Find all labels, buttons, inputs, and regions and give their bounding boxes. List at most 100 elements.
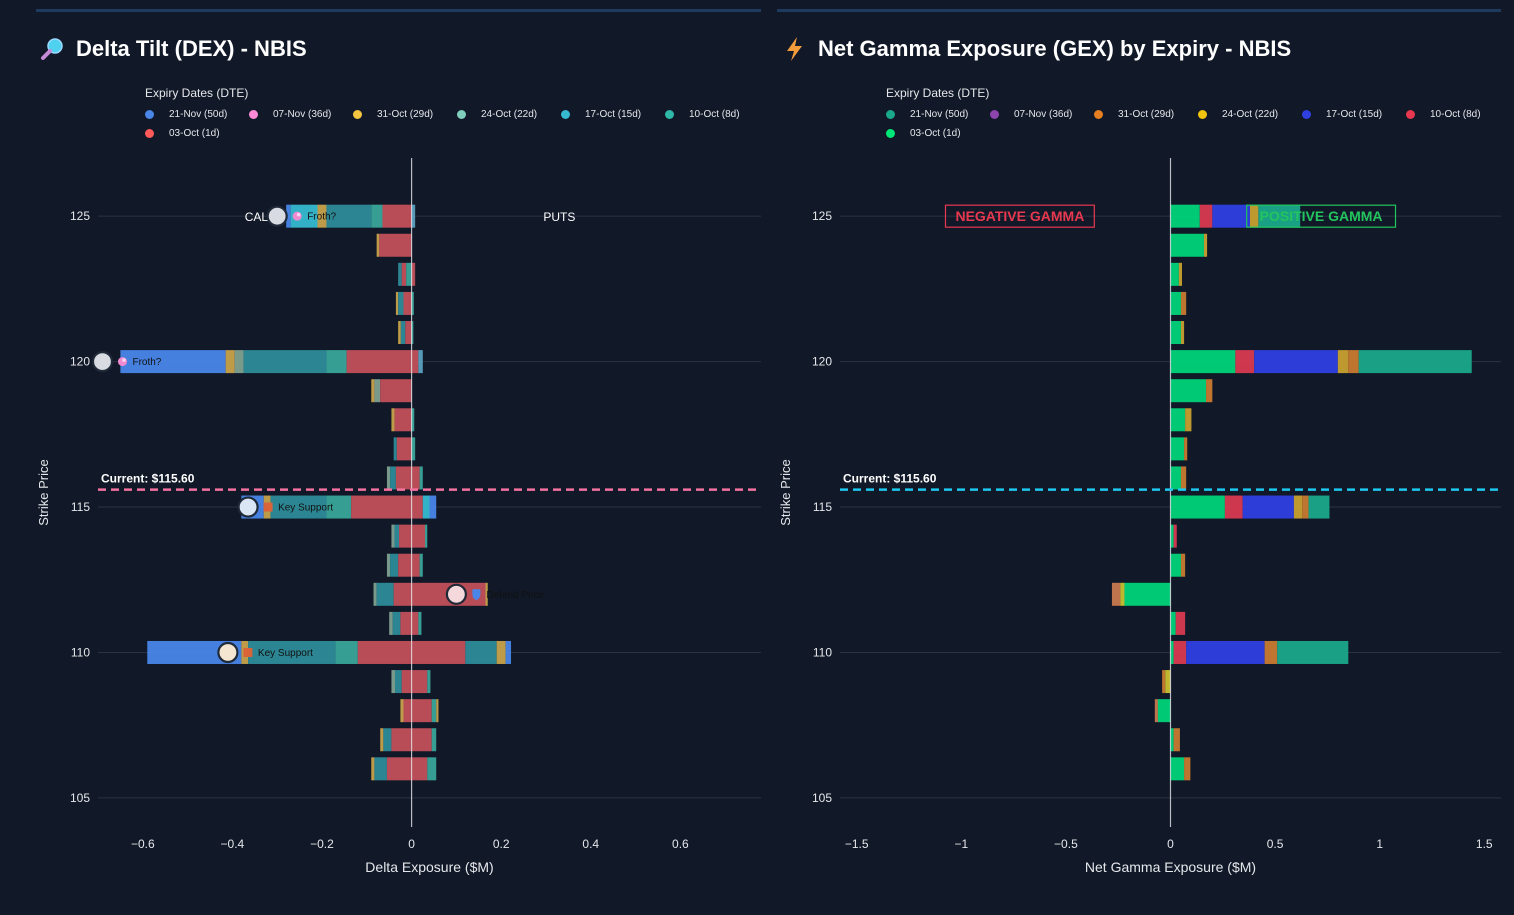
- bar-segment: [1264, 640, 1278, 664]
- bar-segment: [1170, 379, 1207, 403]
- right-legend-item[interactable]: 10-Oct (8d): [1406, 109, 1510, 120]
- legend-dot: [886, 129, 895, 138]
- bar-segment: [1170, 495, 1225, 519]
- bar-segment: [431, 699, 437, 723]
- legend-dot: [990, 110, 999, 119]
- bar-segment: [1170, 640, 1174, 664]
- left-panel-title: Delta Tilt (DEX) - NBIS: [40, 36, 307, 62]
- left-legend-item[interactable]: 07-Nov (36d): [249, 109, 353, 120]
- bar-segment: [120, 350, 226, 374]
- bar-segment: [1293, 495, 1303, 519]
- left-legend-item[interactable]: 21-Nov (50d): [145, 109, 249, 120]
- x-tick-label: 1: [1376, 837, 1383, 851]
- legend-label: 31-Oct (29d): [377, 109, 434, 120]
- bar-strike-124: [376, 233, 412, 257]
- right-legend-item[interactable]: 17-Oct (15d): [1302, 109, 1406, 120]
- legend-label: 31-Oct (29d): [1118, 109, 1175, 120]
- left-legend-item[interactable]: 31-Oct (29d): [353, 109, 457, 120]
- annotation-marker: [445, 583, 467, 605]
- bar-segment: [496, 640, 506, 664]
- annotation-marker: [237, 496, 259, 518]
- bar-strike-120: [120, 350, 423, 374]
- bar-strike-106: [371, 757, 437, 781]
- bar-segment: [1180, 321, 1185, 345]
- right-legend-item[interactable]: 24-Oct (22d): [1198, 109, 1302, 120]
- right-legend-item[interactable]: 21-Nov (50d): [886, 109, 990, 120]
- annotation-text: Froth?: [132, 357, 161, 368]
- region-label: NEGATIVE GAMMA: [955, 208, 1084, 224]
- bar-strike-119: [371, 379, 412, 403]
- bar-segment: [1258, 204, 1301, 228]
- bar-segment: [1170, 611, 1176, 635]
- bar-segment: [1173, 728, 1180, 752]
- bar-segment: [401, 262, 407, 286]
- bar-strike-115: [1170, 495, 1330, 519]
- bar-segment: [411, 553, 420, 577]
- bar-segment: [290, 204, 318, 228]
- annotation-text: Key Support: [258, 648, 313, 659]
- bar-segment: [386, 553, 391, 577]
- bar-segment: [422, 495, 430, 519]
- bar-segment: [225, 350, 235, 374]
- right-legend-item[interactable]: 31-Oct (29d): [1094, 109, 1198, 120]
- legend-dot: [145, 129, 154, 138]
- legend-dot: [665, 110, 674, 119]
- bar-segment: [1170, 524, 1174, 548]
- bar-segment: [405, 321, 412, 345]
- legend-label: 21-Nov (50d): [169, 109, 228, 120]
- legend-label: 03-Oct (1d): [910, 128, 961, 139]
- bar-strike-106: [1170, 757, 1191, 781]
- bar-segment: [1185, 408, 1192, 432]
- x-tick-label: −0.2: [310, 837, 334, 851]
- bar-segment: [234, 350, 244, 374]
- bar-segment: [411, 204, 416, 228]
- left-legend-item[interactable]: 24-Oct (22d): [457, 109, 561, 120]
- bar-segment: [1337, 350, 1349, 374]
- right-legend-item[interactable]: 03-Oct (1d): [886, 128, 990, 139]
- bar-segment: [1170, 757, 1185, 781]
- annotation-marker: [266, 205, 288, 227]
- bar-segment: [1212, 204, 1250, 228]
- y-axis-title: Strike Price: [778, 459, 793, 525]
- bar-segment: [1254, 350, 1338, 374]
- legend-dot: [457, 110, 466, 119]
- bar-segment: [418, 611, 422, 635]
- bar-segment: [394, 408, 412, 432]
- annotation-text: Key Support: [278, 503, 333, 514]
- bar-segment: [371, 379, 375, 403]
- bar-segment: [411, 495, 423, 519]
- x-tick-label: 0: [1167, 837, 1174, 851]
- bar-strike-122: [1170, 291, 1187, 315]
- bar-segment: [1178, 262, 1183, 286]
- bar-strike-116: [386, 466, 423, 490]
- x-tick-label: 0.6: [672, 837, 689, 851]
- bar-segment: [411, 408, 415, 432]
- bar-segment: [382, 204, 412, 228]
- bar-strike-117: [393, 437, 416, 461]
- bar-segment: [1170, 728, 1174, 752]
- bar-segment: [1170, 262, 1179, 286]
- bar-segment: [1242, 495, 1294, 519]
- right-legend-title: Expiry Dates (DTE): [886, 86, 990, 100]
- bar-segment: [398, 262, 402, 286]
- annotation: Key Support: [217, 641, 313, 664]
- left-legend-item[interactable]: 17-Oct (15d): [561, 109, 665, 120]
- left-legend-row: 21-Nov (50d) 07-Nov (36d) 31-Oct (29d) 2…: [145, 105, 769, 124]
- bar-segment: [374, 757, 387, 781]
- bar-segment: [400, 611, 412, 635]
- right-legend-item[interactable]: 07-Nov (36d): [990, 109, 1094, 120]
- legend-dot: [886, 110, 895, 119]
- bar-strike-114: [391, 524, 428, 548]
- right-panel-topbar: [777, 9, 1501, 12]
- bar-strike-116: [1170, 466, 1187, 490]
- bar-segment: [1180, 553, 1186, 577]
- left-legend-row: 03-Oct (1d): [145, 124, 769, 143]
- bar-segment: [371, 204, 383, 228]
- left-legend-item[interactable]: 10-Oct (8d): [665, 109, 769, 120]
- x-tick-label: −1: [954, 837, 968, 851]
- x-axis-title: Net Gamma Exposure ($M): [1085, 859, 1256, 875]
- bar-segment: [429, 495, 437, 519]
- legend-label: 07-Nov (36d): [273, 109, 332, 120]
- left-legend-item[interactable]: 03-Oct (1d): [145, 128, 249, 139]
- annotation-marker: [217, 641, 239, 664]
